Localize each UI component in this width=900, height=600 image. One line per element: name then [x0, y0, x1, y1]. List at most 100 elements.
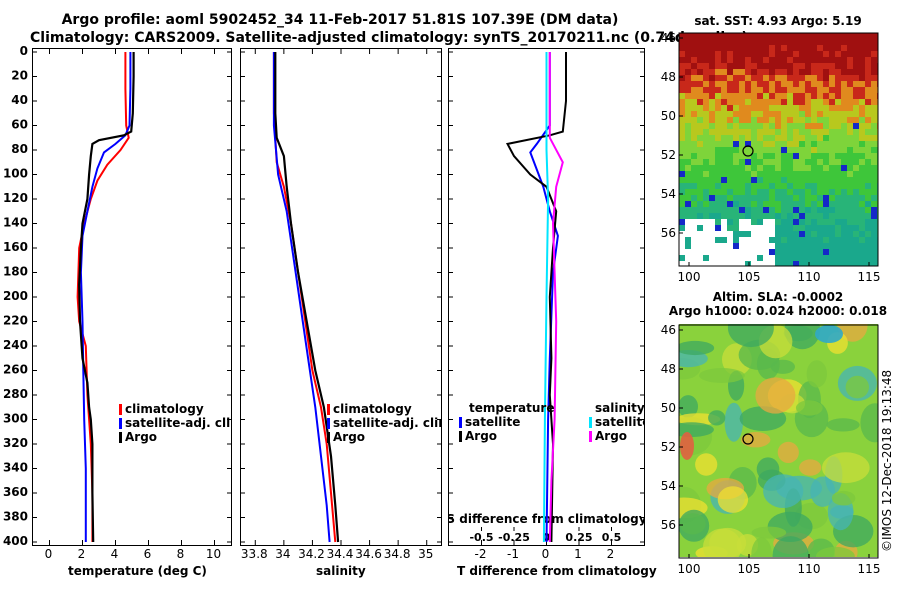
sst-cell [763, 87, 769, 93]
x-tick-label: 0 [44, 547, 53, 561]
sst-cell [763, 57, 769, 63]
sst-cell [799, 207, 805, 213]
sst-cell [799, 105, 805, 111]
sst-cell [685, 225, 691, 231]
sst-cell [799, 141, 805, 147]
sst-cell [739, 213, 745, 219]
sst-cell [805, 39, 811, 45]
sst-cell [679, 129, 685, 135]
sst-cell [775, 135, 781, 141]
sst-cell [727, 33, 733, 39]
sla-blob [860, 403, 878, 443]
sst-cell [727, 237, 733, 243]
sst-cell [769, 189, 775, 195]
sst-cell [841, 207, 847, 213]
sst-cell [769, 99, 775, 105]
sst-cell [685, 261, 691, 266]
sst-cell [721, 105, 727, 111]
sst-cell [775, 69, 781, 75]
sst-cell [685, 201, 691, 207]
sst-cell [691, 123, 697, 129]
sst-cell [817, 87, 823, 93]
sst-cell [727, 111, 733, 117]
sst-cell [769, 141, 775, 147]
sst-cell [709, 171, 715, 177]
sst-cell [721, 129, 727, 135]
sst-cell [823, 135, 829, 141]
sst-cell [739, 261, 745, 266]
sst-cell [757, 99, 763, 105]
sst-cell [775, 39, 781, 45]
sst-cell [739, 219, 745, 225]
sst-cell [781, 57, 787, 63]
sst-cell [847, 177, 853, 183]
sst-cell [805, 153, 811, 159]
sst-cell [703, 141, 709, 147]
sst-cell [811, 57, 817, 63]
sst-cell [787, 207, 793, 213]
sst-cell [679, 177, 685, 183]
sst-cell [859, 261, 865, 266]
sst-cell [817, 105, 823, 111]
sst-cell [703, 33, 709, 39]
sst-cell [691, 237, 697, 243]
sst-cell [805, 135, 811, 141]
sst-cell [835, 63, 841, 69]
sst-cell [781, 39, 787, 45]
sst-cell [823, 39, 829, 45]
sst-cell [871, 75, 877, 81]
sst-cell [709, 33, 715, 39]
sst-cell [847, 255, 853, 261]
legend-label: Argo [125, 430, 157, 444]
sst-cell [769, 129, 775, 135]
sst-cell [757, 201, 763, 207]
sst-cell [865, 45, 871, 51]
sst-cell [751, 219, 757, 225]
sst-cell [865, 135, 871, 141]
sst-cell [787, 129, 793, 135]
sst-cell [853, 225, 859, 231]
sst-cell [697, 87, 703, 93]
sst-cell [853, 39, 859, 45]
sst-cell [835, 81, 841, 87]
sst-cell [817, 33, 823, 39]
sst-cell [745, 105, 751, 111]
sst-cell [739, 87, 745, 93]
sla-blob [699, 368, 745, 383]
sst-cell [721, 213, 727, 219]
sst-cell [859, 219, 865, 225]
sst-cell [835, 129, 841, 135]
sst-cell [823, 129, 829, 135]
sst-cell [769, 183, 775, 189]
legend-label: satellite [595, 415, 644, 429]
series-line-climatology [272, 52, 337, 543]
sst-cell [679, 135, 685, 141]
map-lon-tick: 105 [738, 562, 761, 576]
depth-tick-label: 120 [3, 191, 28, 205]
sst-cell [817, 225, 823, 231]
sst-cell [811, 93, 817, 99]
sst-cell [859, 39, 865, 45]
sst-cell [769, 87, 775, 93]
sst-cell [865, 207, 871, 213]
sst-cell [685, 63, 691, 69]
sst-cell [685, 81, 691, 87]
sst-cell [805, 141, 811, 147]
sst-cell [679, 153, 685, 159]
sst-cell [709, 201, 715, 207]
sst-cell [805, 243, 811, 249]
sst-cell [823, 213, 829, 219]
sst-cell [727, 129, 733, 135]
x-tick-label: 34.6 [355, 547, 382, 561]
sst-cell [841, 201, 847, 207]
sst-cell [781, 93, 787, 99]
sst-cell [817, 219, 823, 225]
sst-cell [787, 159, 793, 165]
sst-cell [775, 261, 781, 266]
sst-cell [739, 123, 745, 129]
sst-cell [685, 57, 691, 63]
sst-cell [685, 129, 691, 135]
sst-cell [787, 243, 793, 249]
sst-cell [769, 261, 775, 266]
sst-cell [859, 93, 865, 99]
